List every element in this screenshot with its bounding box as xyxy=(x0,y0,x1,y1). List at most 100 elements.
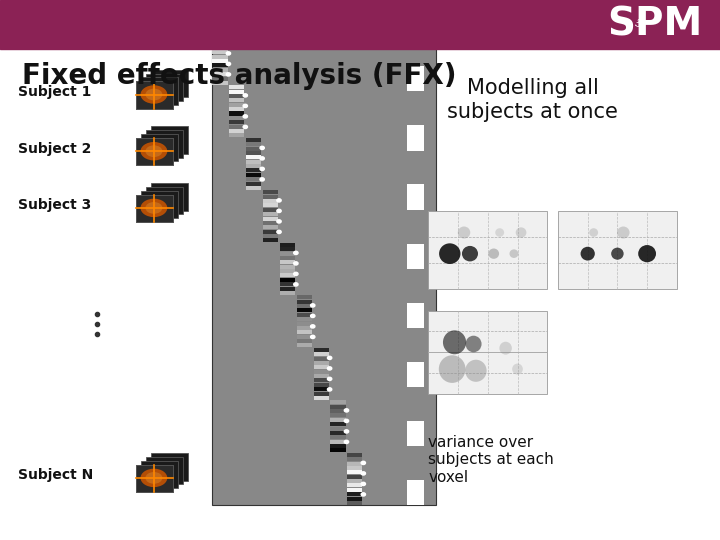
Bar xyxy=(379,12,390,32)
Circle shape xyxy=(361,461,366,464)
Ellipse shape xyxy=(443,330,466,354)
Bar xyxy=(314,356,329,361)
Ellipse shape xyxy=(580,247,595,261)
Bar xyxy=(297,339,312,343)
Bar xyxy=(347,453,362,457)
Bar xyxy=(324,12,335,32)
Bar xyxy=(280,247,295,251)
Bar xyxy=(246,186,261,190)
Bar xyxy=(212,46,228,50)
Bar xyxy=(229,111,245,116)
Bar xyxy=(212,42,228,45)
Bar xyxy=(136,194,173,222)
Ellipse shape xyxy=(140,469,167,487)
Bar xyxy=(212,77,228,80)
Bar xyxy=(347,479,362,483)
Bar xyxy=(263,204,278,207)
Bar xyxy=(314,365,329,369)
Bar xyxy=(136,194,173,222)
Bar xyxy=(263,190,278,194)
Ellipse shape xyxy=(510,249,518,258)
Bar xyxy=(229,94,245,98)
Circle shape xyxy=(243,94,248,97)
Bar xyxy=(347,483,362,488)
Text: SPM: SPM xyxy=(607,5,702,43)
Ellipse shape xyxy=(145,202,163,214)
Bar xyxy=(146,457,183,484)
Bar xyxy=(297,330,312,334)
Bar xyxy=(330,404,346,409)
Bar xyxy=(241,12,252,32)
Bar xyxy=(136,138,173,165)
Bar xyxy=(347,470,362,474)
Bar xyxy=(229,116,245,120)
Bar xyxy=(297,295,312,299)
Circle shape xyxy=(344,430,348,433)
Bar xyxy=(314,379,329,382)
Bar xyxy=(314,361,329,365)
Bar xyxy=(246,173,261,177)
Bar xyxy=(228,12,238,32)
Bar xyxy=(212,59,228,63)
Bar xyxy=(263,230,278,234)
Bar xyxy=(347,496,362,501)
Ellipse shape xyxy=(140,199,167,217)
Bar xyxy=(212,72,228,76)
Bar xyxy=(428,211,547,289)
Text: Subject 1: Subject 1 xyxy=(18,85,91,99)
Bar xyxy=(330,409,346,413)
Ellipse shape xyxy=(439,244,461,264)
Bar xyxy=(407,302,425,328)
Bar xyxy=(246,164,261,168)
Bar xyxy=(246,138,261,142)
Bar xyxy=(314,348,329,352)
Bar xyxy=(347,475,362,478)
Bar xyxy=(314,396,329,400)
Bar xyxy=(269,12,279,32)
Bar xyxy=(263,225,278,229)
Bar xyxy=(136,464,173,492)
Bar xyxy=(407,125,425,151)
Circle shape xyxy=(260,167,264,171)
Bar xyxy=(314,369,329,374)
Bar xyxy=(428,310,547,394)
Bar xyxy=(246,168,261,172)
Bar xyxy=(330,435,346,439)
Bar xyxy=(330,414,346,417)
Bar xyxy=(263,238,278,242)
Bar xyxy=(141,134,178,161)
Bar xyxy=(351,12,362,32)
Bar xyxy=(263,194,278,199)
Circle shape xyxy=(310,304,315,307)
Ellipse shape xyxy=(611,248,624,260)
Bar xyxy=(212,32,436,505)
Circle shape xyxy=(243,104,248,107)
Bar xyxy=(347,492,362,496)
Bar xyxy=(347,462,362,465)
Bar xyxy=(255,12,266,32)
Ellipse shape xyxy=(516,227,526,238)
Text: Fixed effects analysis (FFX): Fixed effects analysis (FFX) xyxy=(22,62,456,90)
Ellipse shape xyxy=(589,228,598,237)
Bar xyxy=(280,252,295,255)
Circle shape xyxy=(344,409,348,412)
Circle shape xyxy=(260,146,264,150)
Circle shape xyxy=(226,73,230,76)
Bar xyxy=(212,68,228,72)
Bar xyxy=(263,221,278,225)
Bar xyxy=(297,313,312,317)
Bar xyxy=(297,308,312,313)
Bar xyxy=(314,392,329,395)
Ellipse shape xyxy=(458,226,470,239)
Bar xyxy=(151,126,188,154)
Bar xyxy=(263,234,278,238)
Bar xyxy=(347,466,362,470)
Bar xyxy=(330,400,346,404)
Ellipse shape xyxy=(145,472,163,484)
Bar xyxy=(214,12,225,32)
Circle shape xyxy=(328,356,332,360)
Bar xyxy=(212,37,228,41)
Circle shape xyxy=(226,41,230,44)
Circle shape xyxy=(328,377,332,381)
Bar xyxy=(263,208,278,212)
